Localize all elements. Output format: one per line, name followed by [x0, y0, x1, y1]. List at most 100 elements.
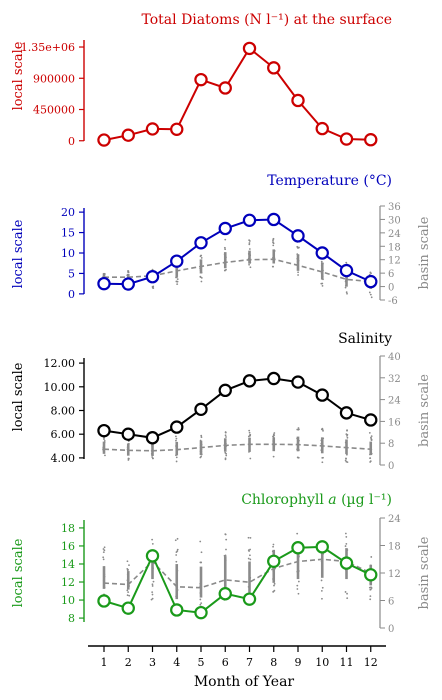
left-tick-label: 8.00	[51, 405, 76, 418]
basin-point	[345, 542, 348, 545]
basin-point	[272, 590, 275, 593]
basin-point	[199, 598, 202, 601]
data-point	[97, 423, 111, 438]
right-axis-label: basin scale	[417, 536, 432, 609]
basin-point	[249, 558, 252, 561]
data-point	[121, 601, 135, 615]
basin-point	[272, 455, 275, 458]
basin-point	[126, 568, 129, 570]
data-point	[242, 41, 257, 56]
data-point	[267, 554, 281, 568]
basin-point	[345, 536, 348, 538]
data-point	[170, 122, 184, 136]
basin-point	[175, 437, 178, 440]
basin-point	[200, 436, 203, 439]
basin-point	[102, 556, 105, 559]
basin-point	[272, 241, 274, 244]
data-point	[218, 81, 232, 95]
right-tick-label: 40	[388, 352, 401, 363]
basin-point	[103, 439, 106, 442]
basin-point	[175, 560, 178, 563]
basin-point	[249, 434, 252, 437]
basin-point	[224, 434, 227, 437]
basin-point	[249, 266, 252, 269]
basin-point	[247, 536, 250, 539]
basin-point	[224, 554, 227, 557]
data-point	[145, 270, 160, 284]
basin-point	[368, 586, 371, 589]
x-tick-label: 1	[101, 656, 108, 669]
basin-point	[176, 283, 179, 286]
data-point	[194, 605, 208, 620]
data-point	[339, 132, 354, 146]
basin-point	[102, 548, 105, 550]
basin-point	[176, 278, 179, 281]
basin-point	[200, 602, 203, 605]
basin-point	[320, 589, 323, 592]
basin-point	[370, 587, 373, 589]
basin-point	[297, 580, 300, 583]
right-tick-label: 36	[388, 202, 401, 213]
basin-point	[128, 564, 130, 567]
left-tick-label: 5	[68, 267, 75, 280]
basin-point	[321, 597, 323, 600]
basin-point	[369, 598, 372, 601]
basin-point	[127, 591, 130, 594]
basin-point	[175, 456, 178, 459]
basin-point	[128, 594, 131, 597]
basin-point	[344, 532, 347, 535]
left-tick-label: 10.00	[44, 381, 76, 394]
data-point	[194, 72, 208, 87]
basin-point	[199, 603, 202, 606]
right-tick-label: 32	[388, 374, 401, 385]
panel-2: Temperature (°C) 0 5 10 15 20 local scale -6 0 6 1…	[11, 173, 432, 307]
basin-point	[199, 456, 202, 459]
basin-point	[225, 436, 227, 438]
data-point	[267, 371, 281, 386]
panel-title: Salinity	[338, 331, 392, 347]
basin-point	[370, 438, 373, 441]
data-point	[364, 413, 378, 427]
left-axis-label: local scale	[11, 41, 26, 110]
right-tick-label: -6	[388, 296, 398, 307]
basin-point	[151, 585, 154, 587]
right-tick-label: 12	[388, 256, 401, 267]
basin-point	[103, 549, 106, 552]
right-tick-label: 24	[388, 396, 401, 407]
data-point	[121, 128, 135, 142]
data-point	[291, 375, 305, 389]
basin-point	[320, 579, 323, 582]
basin-point	[346, 434, 348, 437]
basin-point	[176, 280, 179, 283]
basin-point	[224, 248, 227, 251]
basin-point	[370, 435, 373, 438]
data-point	[170, 420, 184, 434]
x-tick-label: 8	[270, 656, 277, 669]
basin-point	[225, 452, 228, 455]
basin-point	[296, 588, 299, 590]
x-tick-label: 3	[149, 656, 156, 669]
left-tick-label: 4.00	[51, 452, 76, 465]
basin-point	[200, 434, 203, 437]
basin-point	[320, 260, 323, 263]
basin-point	[297, 456, 300, 459]
basin-point	[151, 538, 154, 541]
basin-point	[175, 439, 177, 442]
data-point	[267, 212, 281, 227]
basin-point	[200, 276, 203, 279]
data-point	[145, 431, 160, 445]
basin-point	[370, 272, 372, 275]
basin-point	[249, 457, 252, 460]
panel-title: Total Diatoms (N l⁻¹) at the surface	[142, 12, 393, 28]
basin-point	[344, 545, 347, 547]
basin-point	[200, 551, 203, 554]
data-point	[291, 229, 305, 243]
data-point	[145, 549, 160, 563]
basin-point	[296, 532, 299, 535]
right-tick-label: 0	[388, 283, 394, 294]
x-tick-label: 4	[173, 656, 180, 669]
left-axis-label: local scale	[11, 538, 26, 607]
basin-point	[346, 436, 349, 439]
basin-point	[224, 458, 227, 461]
